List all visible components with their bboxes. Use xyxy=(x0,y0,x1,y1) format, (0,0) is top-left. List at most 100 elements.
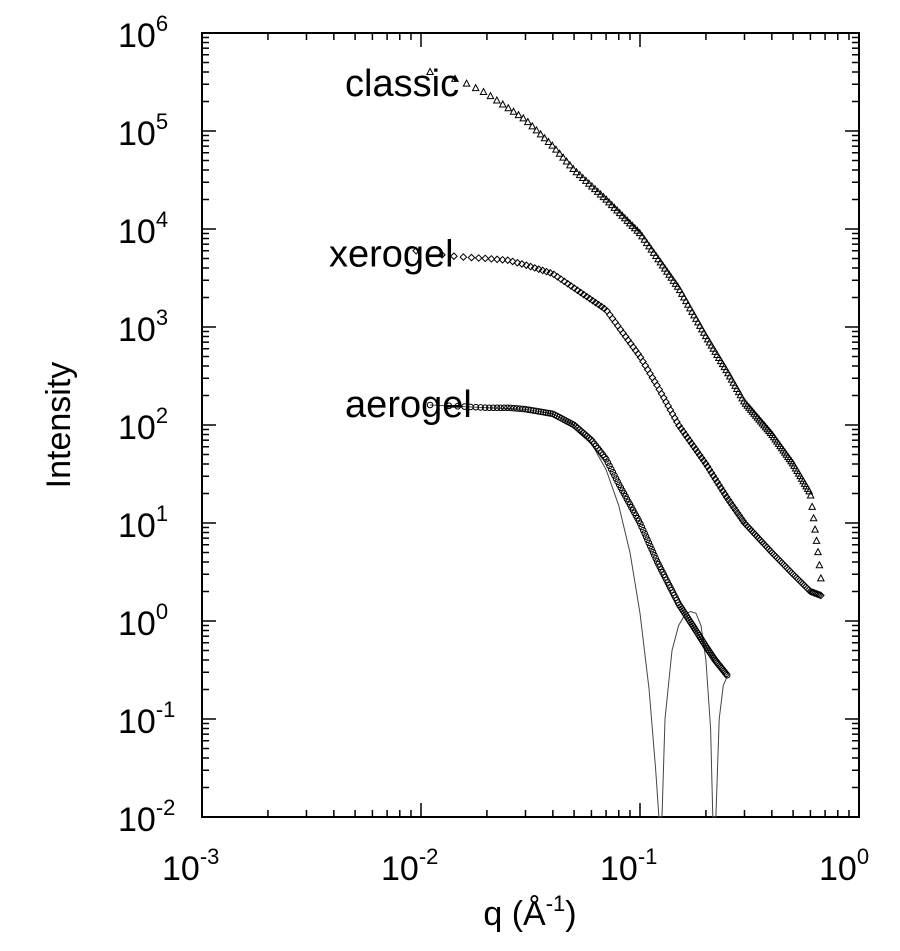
data-point-diamond xyxy=(608,314,617,323)
data-point-triangle xyxy=(618,211,627,219)
data-point-circle xyxy=(574,424,581,432)
data-point-triangle xyxy=(677,289,686,297)
data-point-circle xyxy=(535,408,542,415)
data-point-circle xyxy=(581,431,589,438)
data-point-triangle xyxy=(645,241,654,250)
data-point-triangle xyxy=(559,153,568,161)
data-point-triangle xyxy=(811,525,820,533)
data-point-diamond xyxy=(503,256,512,265)
data-point-diamond xyxy=(659,393,668,402)
data-point-diamond xyxy=(695,451,704,459)
data-point-triangle xyxy=(462,79,471,87)
data-point-diamond xyxy=(677,424,686,433)
data-point-circle xyxy=(602,455,610,463)
data-point-diamond xyxy=(709,471,718,480)
data-point-diamond xyxy=(739,516,747,525)
data-point-diamond xyxy=(605,310,614,319)
data-point-triangle xyxy=(523,117,532,126)
data-point-triangle xyxy=(816,573,825,582)
data-point-triangle xyxy=(685,303,695,312)
data-point-circle xyxy=(612,475,620,482)
y-axis-title: Intensity xyxy=(40,362,78,489)
data-point-triangle xyxy=(693,317,703,326)
data-point-diamond xyxy=(681,430,690,439)
data-point-diamond xyxy=(722,493,731,501)
data-point-diamond xyxy=(530,263,539,272)
data-point-circle xyxy=(497,404,504,412)
data-point-diamond xyxy=(724,495,733,504)
data-point-circle xyxy=(606,462,613,470)
data-point-diamond xyxy=(585,294,594,303)
data-point-circle xyxy=(609,468,617,476)
data-point-diamond xyxy=(467,253,476,262)
data-point-diamond xyxy=(412,246,421,255)
data-point-triangle xyxy=(675,285,684,294)
data-point-diamond xyxy=(474,254,483,262)
data-point-diamond xyxy=(675,421,683,430)
data-point-triangle xyxy=(649,248,658,256)
data-point-circle xyxy=(489,404,497,412)
data-point-triangle xyxy=(492,95,501,104)
data-point-triangle xyxy=(683,300,693,308)
data-point-diamond xyxy=(522,261,531,270)
data-point-circle xyxy=(507,404,514,412)
data-point-circle xyxy=(500,404,508,412)
data-point-circle xyxy=(649,548,657,556)
data-point-triangle xyxy=(584,179,593,187)
data-point-triangle xyxy=(555,149,564,157)
axis-ticks xyxy=(201,32,860,818)
data-point-triangle xyxy=(581,176,590,184)
data-point-triangle xyxy=(654,254,663,263)
data-point-triangle xyxy=(809,513,818,522)
data-point-diamond xyxy=(703,462,712,471)
data-point-triangle xyxy=(679,292,688,301)
data-point-diamond xyxy=(707,468,716,477)
data-point-diamond xyxy=(697,453,706,462)
data-point-triangle xyxy=(532,125,541,134)
data-point-circle xyxy=(537,408,545,416)
data-point-diamond xyxy=(666,406,675,414)
data-point-triangle xyxy=(681,296,691,305)
x-axis-title-tail: ) xyxy=(565,895,576,933)
data-point-triangle xyxy=(578,173,587,182)
x-tick-label: 10-1 xyxy=(600,844,657,888)
x-axis-title: q (Å-1) xyxy=(483,891,576,933)
data-point-diamond xyxy=(643,365,652,374)
data-point-triangle xyxy=(813,547,823,556)
data-point-diamond xyxy=(481,254,490,263)
data-point-circle xyxy=(642,533,650,540)
data-point-diamond xyxy=(616,325,625,334)
y-tick-label: 100 xyxy=(118,599,168,643)
data-point-triangle xyxy=(528,121,537,130)
data-point-diamond xyxy=(717,484,725,492)
data-point-circle xyxy=(644,536,651,544)
data-point-diamond xyxy=(705,465,714,474)
data-point-triangle xyxy=(695,321,704,329)
y-tick-label: 103 xyxy=(118,305,168,349)
data-point-diamond xyxy=(438,250,446,259)
data-point-circle xyxy=(504,404,511,412)
data-point-triangle xyxy=(498,99,507,108)
data-point-diamond xyxy=(701,459,710,468)
data-point-diamond xyxy=(655,385,664,394)
data-point-circle xyxy=(646,542,654,550)
data-point-circle xyxy=(604,459,612,466)
data-point-diamond xyxy=(683,433,692,442)
data-point-triangle xyxy=(815,560,824,569)
data-point-diamond xyxy=(563,279,572,288)
data-point-diamond xyxy=(646,369,654,378)
data-point-circle xyxy=(547,410,554,417)
data-point-diamond xyxy=(699,456,708,465)
data-point-circle xyxy=(426,401,434,409)
data-point-triangle xyxy=(486,91,495,100)
data-point-triangle xyxy=(604,197,614,206)
data-point-diamond xyxy=(450,252,458,261)
data-point-triangle xyxy=(812,536,821,544)
data-point-triangle xyxy=(593,187,602,195)
data-point-diamond xyxy=(487,254,496,263)
data-point-diamond xyxy=(718,487,727,495)
data-point-circle xyxy=(585,434,593,442)
data-point-diamond xyxy=(582,292,591,301)
data-point-circle xyxy=(532,407,540,415)
